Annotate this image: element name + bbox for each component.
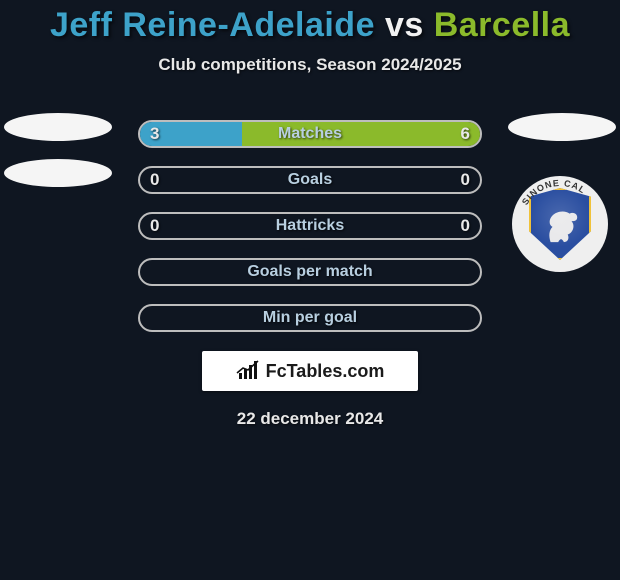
stat-bar: Goals 0 0 — [138, 166, 482, 194]
title-player2: Barcella — [434, 6, 570, 44]
stat-value-left: 0 — [150, 170, 159, 190]
source-badge-text: FcTables.com — [266, 361, 385, 382]
svg-text:SINONE CAL: SINONE CAL — [520, 178, 588, 207]
stat-label: Hattricks — [276, 217, 344, 235]
stat-value-right: 0 — [461, 216, 470, 236]
stat-value-left: 0 — [150, 216, 159, 236]
stat-bar: Goals per match — [138, 258, 482, 286]
stat-label: Goals per match — [247, 263, 372, 281]
source-badge: FcTables.com — [202, 351, 418, 391]
stat-label: Goals — [288, 171, 332, 189]
stat-value-right: 0 — [461, 170, 470, 190]
player-badge-left — [4, 113, 112, 141]
page-title: Jeff Reine-Adelaide vs Barcella — [0, 0, 620, 45]
title-player1: Jeff Reine-Adelaide — [50, 6, 375, 44]
stat-row-mpg: Min per goal — [0, 295, 620, 341]
stat-row-matches: Matches 3 6 — [0, 111, 620, 157]
stat-bar: Matches 3 6 — [138, 120, 482, 148]
subtitle: Club competitions, Season 2024/2025 — [0, 55, 620, 75]
stat-label: Min per goal — [263, 309, 357, 327]
stat-value-right: 6 — [461, 124, 470, 144]
title-vs: vs — [385, 6, 424, 44]
comparison-infographic: Jeff Reine-Adelaide vs Barcella Club com… — [0, 0, 620, 580]
stat-bar: Min per goal — [138, 304, 482, 332]
crest-ring-text: SINONE CAL — [512, 176, 608, 272]
stat-bar: Hattricks 0 0 — [138, 212, 482, 240]
stat-label: Matches — [278, 125, 342, 143]
player-badge-right — [508, 113, 616, 141]
stat-value-left: 3 — [150, 124, 159, 144]
bar-chart-icon — [236, 359, 260, 383]
player-badge-left — [4, 159, 112, 187]
club-crest: SINONE CAL — [512, 176, 608, 272]
date-text: 22 december 2024 — [0, 409, 620, 429]
